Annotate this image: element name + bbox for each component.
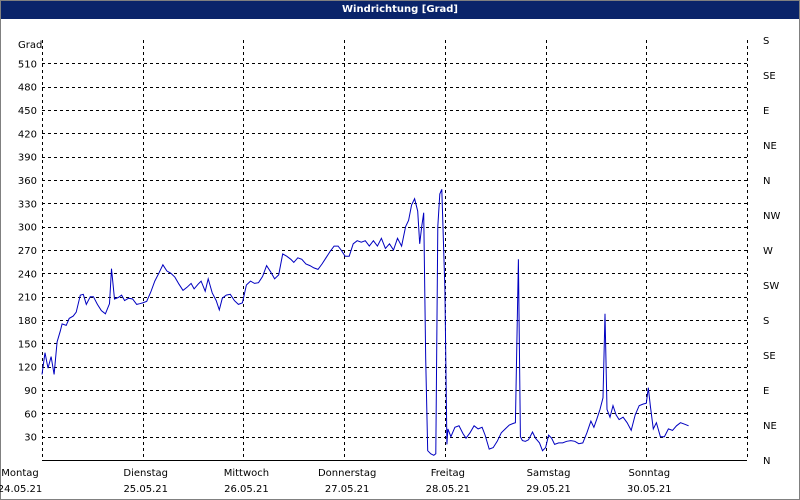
x-tick-date-label: 26.05.21 — [224, 484, 269, 495]
y-axis-title: Grad — [18, 40, 42, 51]
compass-label: S — [763, 316, 769, 327]
x-tick-date-label: 29.05.21 — [526, 484, 571, 495]
x-tick-date-label: 25.05.21 — [123, 484, 168, 495]
compass-label: E — [763, 106, 769, 117]
y-tick-label: 420 — [18, 129, 37, 140]
y-tick-label: 360 — [18, 176, 37, 187]
y-tick-label: 210 — [18, 293, 37, 304]
compass-label: NE — [763, 141, 777, 152]
x-tick-date-label: 27.05.21 — [325, 484, 370, 495]
series-line — [41, 189, 689, 456]
y-axis-left: 30 60 90 120 150 180 210 240 270 300 330 360 390 420 4… — [18, 59, 37, 443]
y-tick-label: 30 — [24, 433, 37, 444]
x-tick-day-label: Sonntag — [629, 468, 671, 479]
x-tick-date-label: 28.05.21 — [426, 484, 471, 495]
x-tick-day-label: Freitag — [431, 468, 465, 479]
y-tick-label: 240 — [18, 269, 37, 280]
y-tick-label: 390 — [18, 153, 37, 164]
compass-label: N — [763, 456, 770, 467]
y-tick-label: 330 — [18, 199, 37, 210]
x-tick-day-label: Mittwoch — [224, 468, 269, 479]
y-tick-label: 480 — [18, 83, 37, 94]
x-tick-day-label: Samstag — [527, 468, 571, 479]
window-title: Windrichtung [Grad] — [1, 1, 799, 19]
compass-label: SW — [763, 281, 779, 292]
compass-label: NW — [763, 211, 780, 222]
x-tick-day-label: Dienstag — [123, 468, 168, 479]
y-axis-right: N NE E SE S SW W NW N NE E SE S — [763, 36, 780, 467]
y-tick-label: 180 — [18, 316, 37, 327]
y-tick-label: 60 — [24, 409, 37, 420]
grid — [42, 40, 748, 460]
compass-label: S — [763, 36, 769, 47]
compass-label: NE — [763, 421, 777, 432]
x-tick-date-label: 24.05.21 — [0, 484, 42, 495]
compass-label: SE — [763, 71, 776, 82]
x-tick-day-label: Donnerstag — [318, 468, 376, 479]
x-tick-day-label: Montag — [1, 468, 38, 479]
y-tick-label: 510 — [18, 59, 37, 70]
compass-label: N — [763, 176, 770, 187]
y-tick-label: 300 — [18, 223, 37, 234]
series-group — [41, 189, 689, 456]
y-tick-label: 120 — [18, 363, 37, 374]
y-tick-label: 150 — [18, 339, 37, 350]
compass-label: E — [763, 386, 769, 397]
compass-label: SE — [763, 351, 776, 362]
compass-label: W — [763, 246, 773, 257]
x-tick-date-label: 30.05.21 — [627, 484, 672, 495]
y-tick-label: 90 — [24, 386, 37, 397]
x-axis: Montag 24.05.21 Dienstag 25.05.21 Mittwoch 26… — [0, 468, 672, 495]
y-tick-label: 450 — [18, 106, 37, 117]
y-tick-label: 270 — [18, 246, 37, 257]
